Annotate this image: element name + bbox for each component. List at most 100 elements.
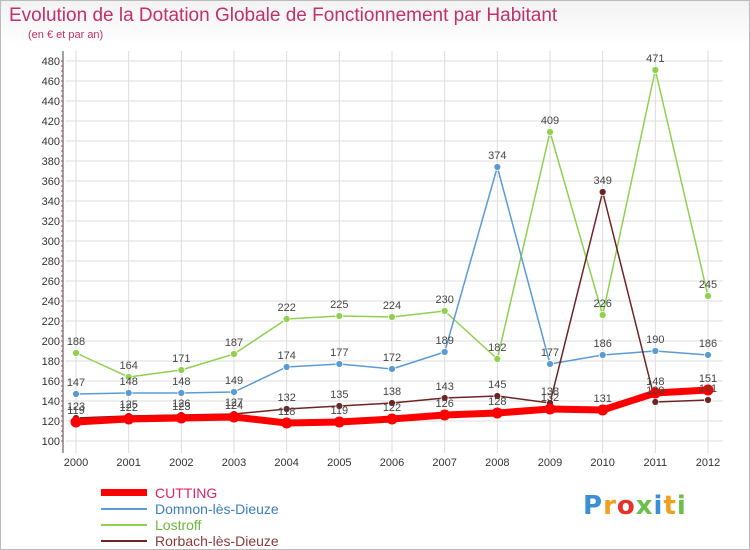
data-point (335, 360, 344, 368)
data-point (123, 413, 135, 425)
y-tick-label: 380 (42, 156, 60, 168)
data-label: 126 (172, 398, 190, 410)
data-point (72, 349, 80, 357)
data-label: 186 (593, 338, 611, 350)
x-tick-label: 2011 (644, 457, 668, 469)
data-label: 119 (331, 405, 349, 417)
data-label: 177 (330, 347, 348, 359)
data-label: 226 (593, 298, 611, 310)
data-label: 224 (383, 300, 401, 312)
data-label: 171 (172, 353, 190, 365)
y-tick-label: 320 (42, 216, 60, 228)
x-tick-label: 2009 (538, 457, 562, 469)
data-label: 145 (488, 379, 506, 391)
data-point (439, 409, 451, 421)
y-tick-label: 140 (42, 396, 60, 408)
y-tick-label: 220 (42, 316, 60, 328)
y-tick-label: 360 (42, 176, 60, 188)
data-point (493, 163, 502, 171)
data-label: 124 (225, 400, 243, 412)
x-tick-label: 2003 (222, 457, 246, 469)
data-point (546, 128, 554, 136)
data-label: 128 (488, 396, 506, 408)
data-label: 139 (646, 385, 664, 397)
data-label: 149 (225, 375, 243, 387)
data-label: 123 (172, 401, 190, 413)
y-tick-label: 100 (42, 436, 60, 448)
data-point (493, 355, 502, 363)
data-label: 151 (699, 373, 717, 385)
y-tick-label: 120 (42, 416, 60, 428)
legend-label: Lostroff (155, 517, 202, 533)
data-label: 188 (67, 336, 85, 348)
y-tick-label: 280 (42, 256, 60, 268)
x-tick-label: 2002 (169, 457, 193, 469)
x-tick-label: 2010 (590, 457, 614, 469)
data-label: 164 (119, 360, 137, 372)
data-label: 174 (277, 350, 295, 362)
legend-label: CUTTING (155, 485, 218, 501)
x-tick-label: 2006 (380, 457, 404, 469)
data-label: 148 (646, 376, 664, 388)
series-points (70, 66, 714, 429)
data-point (335, 402, 344, 410)
data-label: 245 (699, 279, 717, 291)
x-tick-label: 2008 (485, 457, 509, 469)
data-point (177, 366, 186, 374)
logo-letter: o (616, 491, 636, 521)
logo-letter: i (676, 491, 687, 521)
logo-letter: P (583, 491, 604, 521)
data-point (282, 363, 291, 371)
y-tick-label: 480 (42, 56, 60, 68)
data-label: 143 (435, 381, 453, 393)
data-label: 122 (383, 402, 401, 414)
data-point (230, 388, 238, 396)
data-label: 141 (699, 383, 717, 395)
y-tick-label: 180 (42, 356, 60, 368)
data-point (281, 417, 293, 429)
data-point (440, 307, 449, 315)
legend-swatch (101, 524, 147, 526)
data-label: 148 (119, 376, 137, 388)
logo-letter: r (603, 491, 617, 521)
x-tick-label: 2000 (64, 457, 88, 469)
data-point (228, 411, 240, 423)
x-tick-label: 2001 (116, 457, 140, 469)
data-point (175, 412, 187, 424)
data-point (70, 416, 82, 428)
data-label: 125 (119, 399, 137, 411)
x-tick-label: 2005 (327, 457, 351, 469)
data-label: 122 (119, 402, 137, 414)
data-point (177, 389, 186, 397)
data-label: 119 (67, 405, 85, 417)
data-label: 172 (383, 352, 401, 364)
data-label: 138 (541, 386, 559, 398)
y-tick-label: 420 (42, 116, 60, 128)
data-point (651, 66, 660, 74)
legend-label: Rorbach-lès-Dieuze (155, 533, 279, 549)
data-point (388, 365, 396, 373)
data-point (230, 350, 238, 358)
y-tick-label: 160 (42, 376, 60, 388)
data-point (493, 392, 502, 400)
data-point (282, 315, 291, 323)
data-label: 127 (225, 397, 243, 409)
data-label: 132 (541, 392, 559, 404)
x-tick-label: 2007 (432, 457, 456, 469)
y-tick-label: 300 (42, 236, 60, 248)
y-tick-label: 200 (42, 336, 60, 348)
data-point (440, 394, 449, 402)
data-label: 222 (277, 302, 295, 314)
data-point (704, 396, 712, 404)
data-label: 123 (67, 401, 85, 413)
data-point (335, 312, 344, 320)
legend-swatch (101, 508, 147, 510)
chart-title: Evolution de la Dotation Globale de Fonc… (9, 5, 558, 26)
data-label: 225 (330, 299, 348, 311)
data-point (72, 390, 80, 398)
x-tick-label: 2004 (274, 457, 298, 469)
data-label: 132 (277, 392, 295, 404)
data-label: 374 (488, 150, 506, 162)
